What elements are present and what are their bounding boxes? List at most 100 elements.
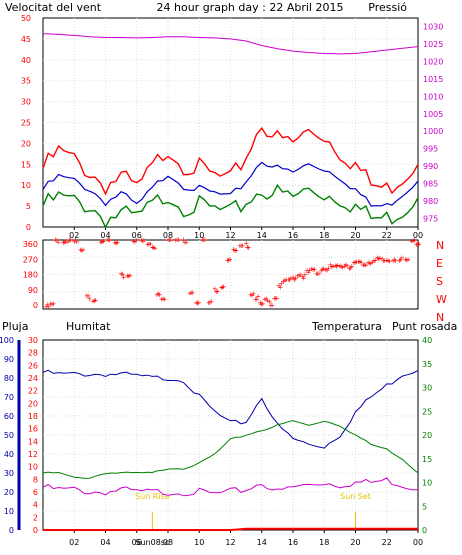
direction-point: + xyxy=(249,291,255,299)
pressure-label: Pressió xyxy=(368,1,407,14)
direction-point: + xyxy=(296,272,302,280)
temperature-tick: 20 xyxy=(422,431,432,440)
direction-point: + xyxy=(166,236,172,244)
direction-point: + xyxy=(160,295,166,303)
direction-point: + xyxy=(293,274,299,282)
direction-point: + xyxy=(168,236,174,244)
direction-point: + xyxy=(393,257,399,265)
x-tick-label: 06 xyxy=(132,538,142,547)
direction-point: + xyxy=(224,257,230,265)
direction-point: + xyxy=(227,255,233,263)
direction-point: + xyxy=(279,280,285,288)
direction-point: + xyxy=(330,263,336,271)
direction-point: + xyxy=(371,257,377,265)
temperature-tick: 5 xyxy=(422,502,427,511)
wind-speed-tick: 20 xyxy=(21,139,31,148)
direction-point: + xyxy=(259,300,265,308)
direction-point: + xyxy=(390,257,396,265)
humidity-tick: 80 xyxy=(4,374,14,383)
x-tick-label: 18 xyxy=(319,231,329,240)
direction-point: + xyxy=(352,258,358,266)
direction-point: + xyxy=(248,291,254,299)
direction-point: + xyxy=(206,299,212,307)
direction-letter: N xyxy=(436,239,444,252)
humidity-label: Humitat xyxy=(66,320,111,333)
direction-point: + xyxy=(181,236,187,244)
x-tick-label: 14 xyxy=(257,231,267,240)
direction-point: + xyxy=(65,238,71,246)
direction-point: + xyxy=(267,298,273,306)
dewpoint-label: Punt rosada xyxy=(392,320,457,333)
direction-letter: E xyxy=(436,257,443,270)
direction-point: + xyxy=(231,246,237,254)
direction-point: + xyxy=(385,257,391,265)
temperature-tick: 35 xyxy=(422,360,432,369)
direction-point: + xyxy=(346,265,352,273)
direction-point: + xyxy=(391,256,397,264)
direction-point: + xyxy=(79,247,85,255)
direction-point: + xyxy=(399,254,405,262)
direction-point: + xyxy=(382,257,388,265)
x-tick-label: 22 xyxy=(382,538,392,547)
direction-point: + xyxy=(263,295,269,303)
direction-point: + xyxy=(78,246,84,254)
pressure-tick: 1025 xyxy=(423,40,443,49)
direction-point: + xyxy=(132,238,138,246)
direction-point: + xyxy=(54,237,60,245)
direction-point: + xyxy=(349,262,355,270)
direction-point: + xyxy=(288,275,294,283)
direction-point: + xyxy=(283,276,289,284)
direction-point: + xyxy=(238,242,244,250)
pressure-tick: 985 xyxy=(423,179,438,188)
temperature-label: Temperatura xyxy=(311,320,382,333)
x-tick-label: 06 xyxy=(132,231,142,240)
direction-point: + xyxy=(232,247,238,255)
x-tick-label: 22 xyxy=(382,231,392,240)
direction-point: + xyxy=(93,297,99,305)
x-tick-label: 18 xyxy=(319,538,329,547)
direction-point: + xyxy=(104,236,110,244)
pressure-tick: 975 xyxy=(423,214,438,223)
direction-point: + xyxy=(301,275,307,283)
direction-point: + xyxy=(325,265,331,273)
direction-point: + xyxy=(194,300,200,308)
direction-point: + xyxy=(403,256,409,264)
direction-point: + xyxy=(196,299,202,307)
pressure-tick: 1010 xyxy=(423,92,443,101)
temperature-tick: 40 xyxy=(422,336,432,345)
direction-point: + xyxy=(146,241,152,249)
direction-point: + xyxy=(299,273,305,281)
rain-tick: 8 xyxy=(33,475,38,484)
direction-point: + xyxy=(233,246,239,254)
humidity-tick: 90 xyxy=(4,355,14,364)
direction-point: + xyxy=(62,238,68,246)
direction-point: + xyxy=(365,259,371,267)
direction-point: + xyxy=(321,265,327,273)
direction-point: + xyxy=(121,274,127,282)
direction-point: + xyxy=(379,255,385,263)
x-tick-label: 14 xyxy=(257,538,267,547)
wind-speed-tick: 40 xyxy=(21,56,31,65)
rain-label: Pluja xyxy=(2,320,28,333)
humidity-tick: 20 xyxy=(4,488,14,497)
direction-point: + xyxy=(384,256,390,264)
direction-point: + xyxy=(141,237,147,245)
direction-point: + xyxy=(337,262,343,270)
direction-point: + xyxy=(152,245,158,253)
direction-point: + xyxy=(295,272,301,280)
direction-point: + xyxy=(149,243,155,251)
x-tick-label: 10 xyxy=(194,231,204,240)
rain-tick: 2 xyxy=(33,513,38,522)
direction-point: + xyxy=(366,259,372,267)
direction-point: + xyxy=(271,295,277,303)
direction-point: + xyxy=(105,236,111,244)
direction-point: + xyxy=(86,295,92,303)
direction-point: + xyxy=(415,240,421,248)
direction-point: + xyxy=(165,236,171,244)
direction-point: + xyxy=(414,241,420,249)
temperature-line xyxy=(42,420,419,479)
direction-point: + xyxy=(175,236,181,244)
direction-point: + xyxy=(335,262,341,270)
wind-speed-label: Velocitat del vent xyxy=(5,1,102,14)
